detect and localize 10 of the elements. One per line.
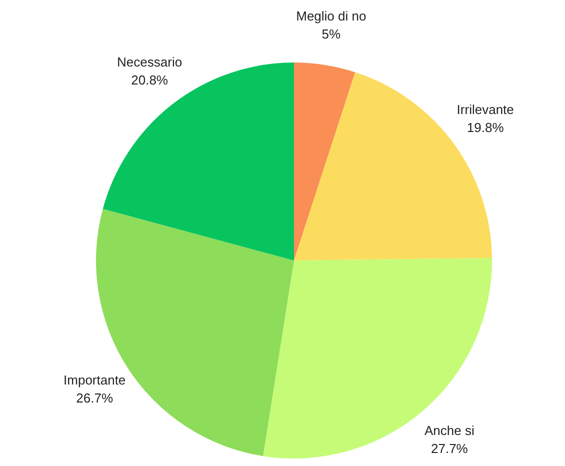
slice-label: Irrilevante bbox=[456, 102, 514, 118]
slice-label: Meglio di no bbox=[296, 8, 366, 24]
data-label: 19.8% bbox=[466, 120, 504, 136]
slice-label: Anche si bbox=[424, 422, 474, 438]
data-label: 20.8% bbox=[131, 72, 168, 88]
data-label: 26.7% bbox=[76, 390, 114, 406]
slice-label: Importante bbox=[64, 372, 126, 388]
data-label: 27.7% bbox=[431, 440, 468, 456]
slice-label: Necessario bbox=[117, 54, 182, 70]
data-label: 5% bbox=[322, 26, 341, 42]
